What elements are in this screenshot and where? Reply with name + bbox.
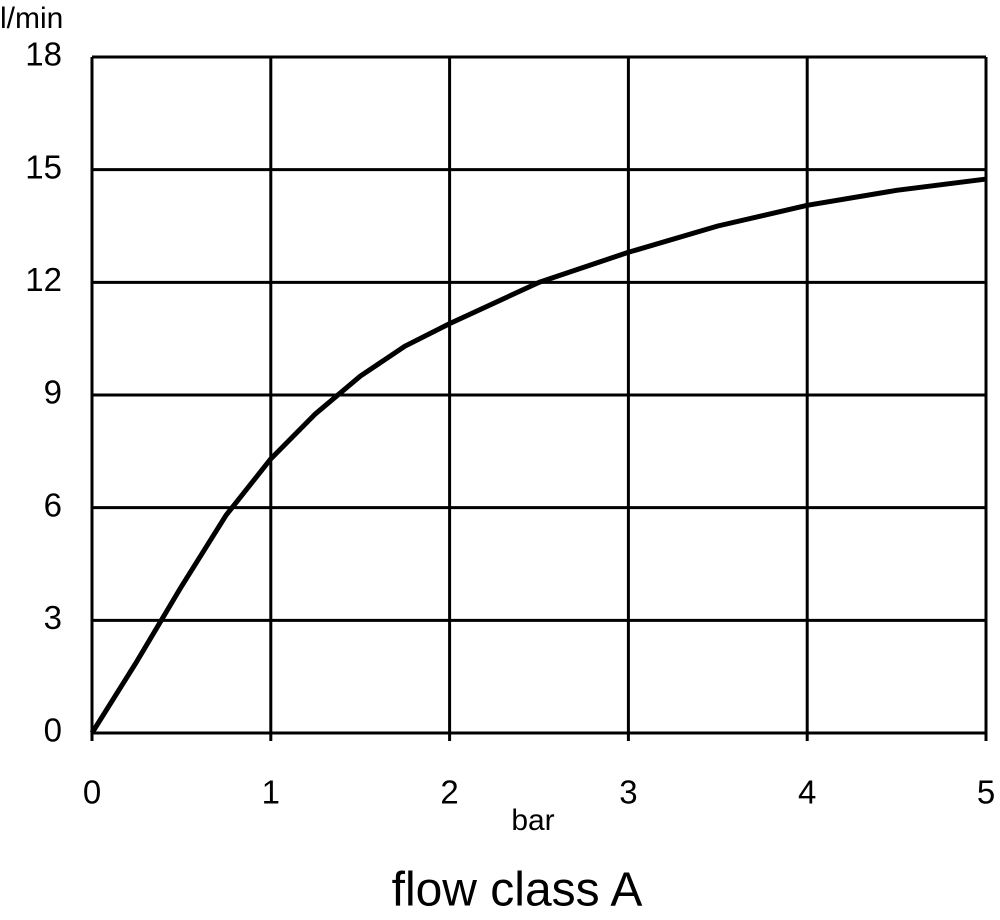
- y-tick-label: 0: [44, 712, 62, 749]
- y-tick-label: 9: [44, 374, 62, 411]
- y-tick-label: 6: [44, 486, 62, 523]
- data-line: [89, 176, 987, 735]
- x-tick-label: 2: [440, 774, 458, 811]
- x-tick-label: 0: [83, 774, 101, 811]
- y-tick-label: 3: [44, 599, 62, 636]
- y-axis-label: l/min: [0, 2, 63, 35]
- x-tick-label: 4: [798, 774, 816, 811]
- chart-title: flow class A: [392, 864, 643, 917]
- x-tick-label: 1: [262, 774, 280, 811]
- y-tick-label: 18: [25, 36, 62, 73]
- y-tick-label: 12: [25, 261, 62, 298]
- y-tick-label: 15: [25, 148, 62, 185]
- x-axis-label: bar: [511, 804, 554, 837]
- x-tick-label: 3: [619, 774, 637, 811]
- x-tick-label: 5: [977, 774, 995, 811]
